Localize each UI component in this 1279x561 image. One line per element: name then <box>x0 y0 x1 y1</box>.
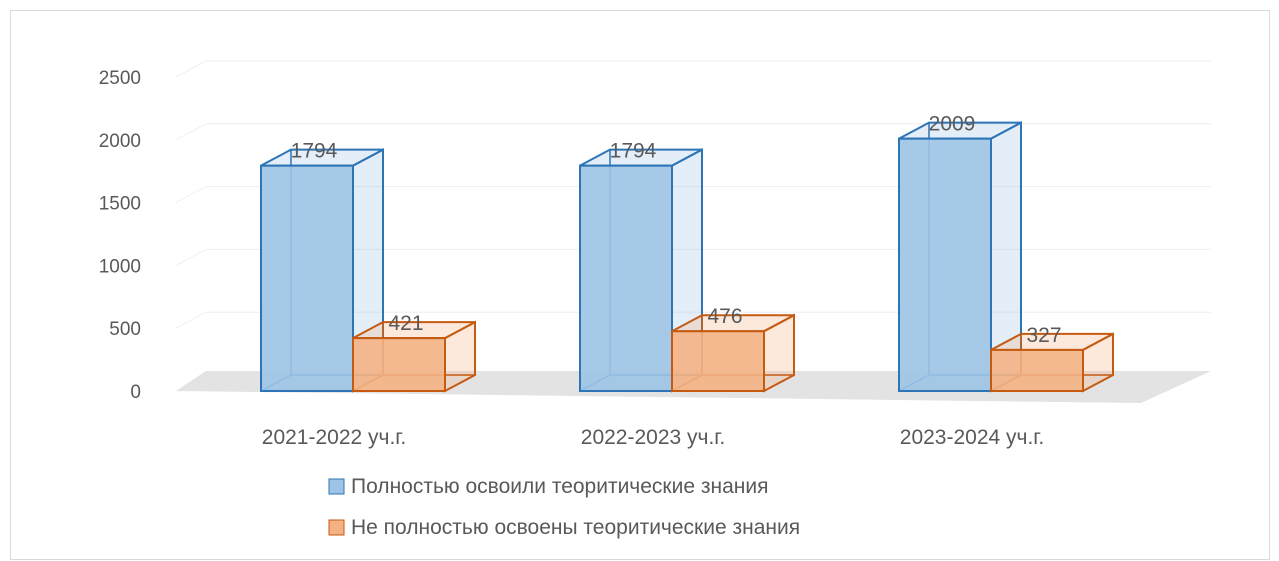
x-tick-label: 2021-2022 уч.г. <box>262 426 406 449</box>
chart-svg: 0 500 1000 1500 2000 2500 1794 421 2021-2022 уч.… <box>99 60 1211 539</box>
chart-frame: 0 500 1000 1500 2000 2500 1794 421 2021-2022 уч.… <box>10 10 1270 560</box>
y-tick-label: 500 <box>109 319 141 340</box>
x-tick-label: 2022-2023 уч.г. <box>581 426 725 449</box>
legend-swatch <box>328 519 345 536</box>
bar <box>671 313 795 393</box>
data-label: 327 <box>1026 324 1061 347</box>
bar <box>260 148 384 393</box>
y-tick-label: 2000 <box>99 131 141 152</box>
data-label: 421 <box>388 312 423 335</box>
gridline-depth <box>175 311 207 329</box>
y-tick-label: 0 <box>130 382 141 403</box>
data-label: 1794 <box>291 140 338 163</box>
bar <box>990 332 1114 393</box>
y-tick-label: 1000 <box>99 256 141 277</box>
y-tick-label: 2500 <box>99 68 141 89</box>
bar <box>352 320 476 393</box>
legend-swatch <box>328 478 345 495</box>
data-label: 2009 <box>929 113 976 136</box>
gridline-depth <box>175 248 207 266</box>
x-tick-label: 2023-2024 уч.г. <box>900 426 1044 449</box>
legend-label: Не полностью освоены теоритические знани… <box>351 516 800 539</box>
y-tick-label: 1500 <box>99 194 141 215</box>
bar <box>898 121 1022 393</box>
legend-label: Полностью освоили теоритические знания <box>351 475 768 498</box>
gridline-depth <box>175 123 207 141</box>
gridline-depth <box>175 60 207 78</box>
data-label: 476 <box>707 305 742 328</box>
gridline-depth <box>175 186 207 204</box>
data-label: 1794 <box>610 140 657 163</box>
